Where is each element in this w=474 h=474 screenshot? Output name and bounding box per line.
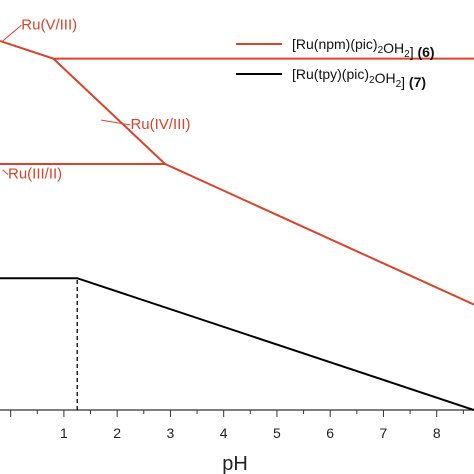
annotation-leader-1 <box>101 119 131 126</box>
axis-layer: pH 1 2 3 4 5 6 7 8 <box>10 410 464 474</box>
x-tick-label: 5 <box>273 425 281 441</box>
series-layer <box>0 40 474 411</box>
series-1-line-0 <box>0 277 474 411</box>
series-0-line-2 <box>0 163 474 306</box>
x-tick-label: 2 <box>113 425 121 441</box>
x-tick-label: 1 <box>60 425 68 441</box>
annotation-label-1: Ru(IV/III) <box>130 116 190 133</box>
annotation-leader-2 <box>2 169 9 176</box>
x-tick-label: 3 <box>167 425 175 441</box>
legend-label-0: [Ru(npm)(pic)2OH2] (6) <box>292 36 435 60</box>
x-axis-label: pH <box>222 453 248 474</box>
annotation-label-0: Ru(V/III) <box>21 16 77 33</box>
x-tick-label: 6 <box>326 425 334 441</box>
x-tick-label: 4 <box>220 425 228 441</box>
x-tick-label: 8 <box>433 425 441 441</box>
annotation-label-2: Ru(III/II) <box>8 166 62 183</box>
series-0-line-1 <box>52 57 166 165</box>
annotation-layer: Ru(V/III) Ru(IV/III) Ru(III/II) <box>2 16 190 183</box>
x-tick-label: 7 <box>380 425 388 441</box>
legend: [Ru(npm)(pic)2OH2] (6) [Ru(tpy)(pic)2OH2]… <box>236 36 435 90</box>
legend-label-1: [Ru(tpy)(pic)2OH2] (7) <box>292 66 426 90</box>
annotation-leader-0 <box>2 24 22 42</box>
